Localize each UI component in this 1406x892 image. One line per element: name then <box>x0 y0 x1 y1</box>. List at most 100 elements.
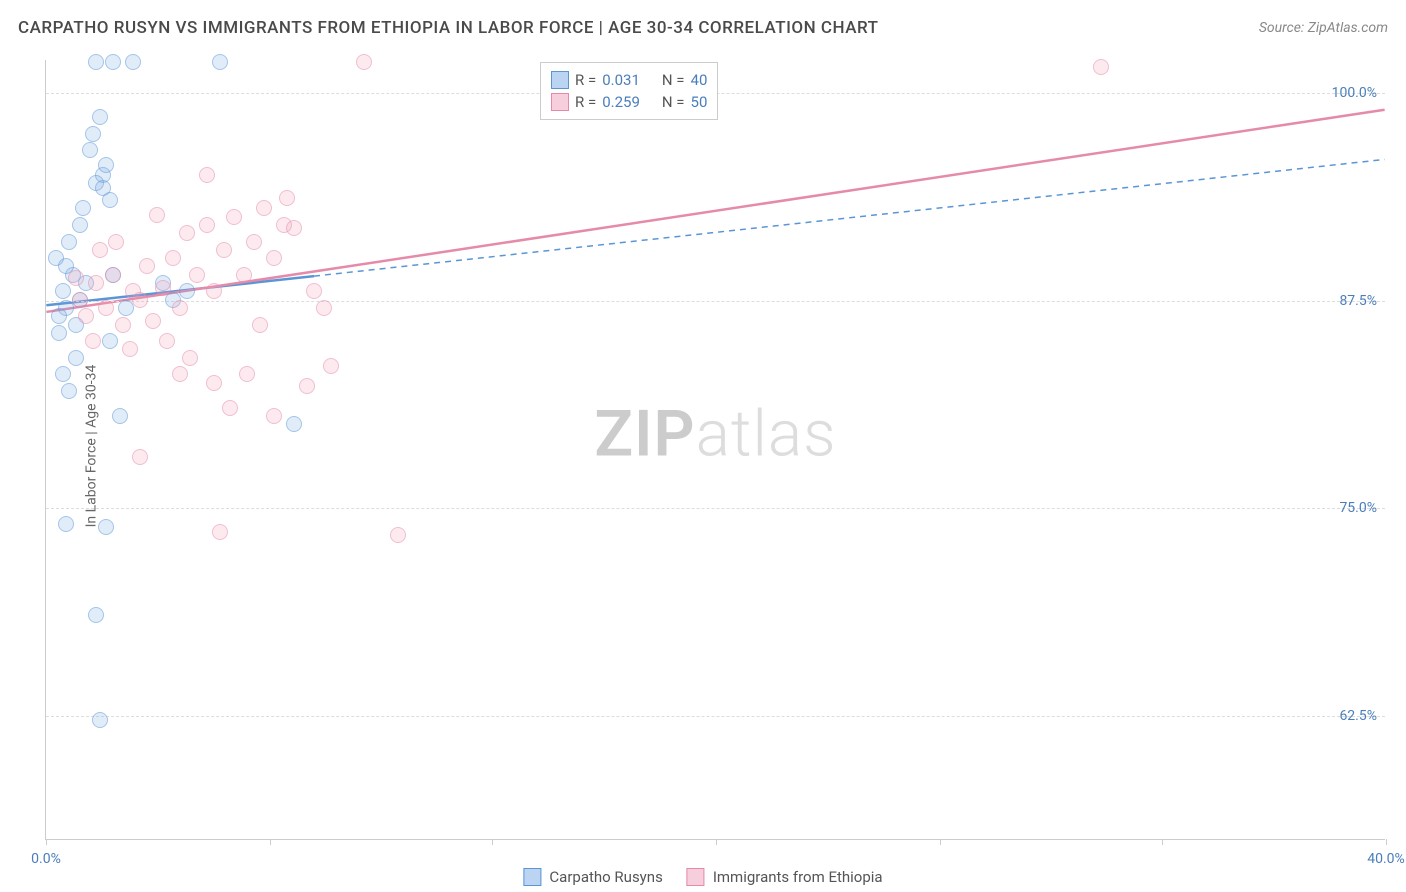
x-tick <box>1162 839 1163 845</box>
data-point <box>98 157 114 173</box>
data-point <box>122 341 138 357</box>
data-point <box>266 408 282 424</box>
legend-label: Immigrants from Ethiopia <box>713 868 883 886</box>
gridline <box>46 301 1385 302</box>
gridline <box>46 716 1385 717</box>
data-point <box>206 375 222 391</box>
data-point <box>189 267 205 283</box>
x-tick-label: 0.0% <box>31 851 61 867</box>
data-point <box>299 378 315 394</box>
data-point <box>92 242 108 258</box>
x-tick-label: 40.0% <box>1367 851 1405 867</box>
data-point <box>68 350 84 366</box>
data-point <box>155 280 171 296</box>
data-point <box>266 250 282 266</box>
scatter-chart: ZIPatlas 62.5%75.0%87.5%100.0%0.0%40.0% <box>45 60 1385 840</box>
n-label: N = <box>662 93 685 111</box>
x-tick <box>940 839 941 845</box>
data-point <box>236 267 252 283</box>
y-tick-label: 75.0% <box>1339 500 1377 516</box>
data-point <box>286 416 302 432</box>
data-point <box>75 200 91 216</box>
data-point <box>1093 59 1109 75</box>
n-value: 40 <box>691 71 708 89</box>
legend-item: Carpatho Rusyns <box>523 868 662 886</box>
correlation-stats-box: R = 0.031 N = 40 R = 0.259 N = 50 <box>540 62 718 120</box>
data-point <box>165 250 181 266</box>
data-point <box>85 126 101 142</box>
data-point <box>390 527 406 543</box>
data-point <box>199 167 215 183</box>
data-point <box>356 54 372 70</box>
r-label: R = <box>575 93 596 111</box>
swatch-icon <box>687 868 705 886</box>
y-tick-label: 87.5% <box>1339 293 1377 309</box>
data-point <box>125 54 141 70</box>
data-point <box>279 190 295 206</box>
data-point <box>182 350 198 366</box>
stats-row: R = 0.031 N = 40 <box>551 69 707 91</box>
data-point <box>159 333 175 349</box>
data-point <box>132 449 148 465</box>
r-value: 0.259 <box>602 93 640 111</box>
data-point <box>323 358 339 374</box>
n-label: N = <box>662 71 685 89</box>
data-point <box>256 200 272 216</box>
data-point <box>92 109 108 125</box>
data-point <box>88 275 104 291</box>
header-bar: CARPATHO RUSYN VS IMMIGRANTS FROM ETHIOP… <box>0 0 1406 48</box>
data-point <box>98 300 114 316</box>
data-point <box>306 283 322 299</box>
data-point <box>105 267 121 283</box>
data-point <box>102 192 118 208</box>
legend-item: Immigrants from Ethiopia <box>687 868 883 886</box>
data-point <box>78 308 94 324</box>
y-tick-label: 100.0% <box>1332 85 1377 101</box>
r-label: R = <box>575 71 596 89</box>
data-point <box>172 300 188 316</box>
data-point <box>206 283 222 299</box>
n-value: 50 <box>691 93 708 111</box>
data-point <box>55 366 71 382</box>
data-point <box>58 516 74 532</box>
data-point <box>98 519 114 535</box>
swatch-icon <box>551 71 569 89</box>
data-point <box>55 283 71 299</box>
trendlines-layer <box>46 60 1385 839</box>
data-point <box>88 54 104 70</box>
data-point <box>212 524 228 540</box>
data-point <box>51 308 67 324</box>
data-point <box>72 292 88 308</box>
legend: Carpatho Rusyns Immigrants from Ethiopia <box>523 868 882 886</box>
swatch-icon <box>551 93 569 111</box>
data-point <box>139 258 155 274</box>
data-point <box>115 317 131 333</box>
swatch-icon <box>523 868 541 886</box>
x-tick <box>492 839 493 845</box>
data-point <box>226 209 242 225</box>
data-point <box>108 234 124 250</box>
data-point <box>172 366 188 382</box>
stats-row: R = 0.259 N = 50 <box>551 91 707 113</box>
data-point <box>61 383 77 399</box>
data-point <box>72 217 88 233</box>
data-point <box>252 317 268 333</box>
trendline-extrapolated <box>314 159 1385 276</box>
data-point <box>68 270 84 286</box>
data-point <box>102 333 118 349</box>
r-value: 0.031 <box>602 71 640 89</box>
data-point <box>112 408 128 424</box>
data-point <box>149 207 165 223</box>
data-point <box>145 313 161 329</box>
data-point <box>179 283 195 299</box>
x-tick <box>1386 839 1387 845</box>
y-tick-label: 62.5% <box>1339 708 1377 724</box>
data-point <box>51 325 67 341</box>
data-point <box>82 142 98 158</box>
data-point <box>286 220 302 236</box>
data-point <box>199 217 215 233</box>
source-attribution: Source: ZipAtlas.com <box>1259 20 1388 36</box>
x-tick <box>46 839 47 845</box>
chart-title: CARPATHO RUSYN VS IMMIGRANTS FROM ETHIOP… <box>18 18 878 38</box>
data-point <box>222 400 238 416</box>
